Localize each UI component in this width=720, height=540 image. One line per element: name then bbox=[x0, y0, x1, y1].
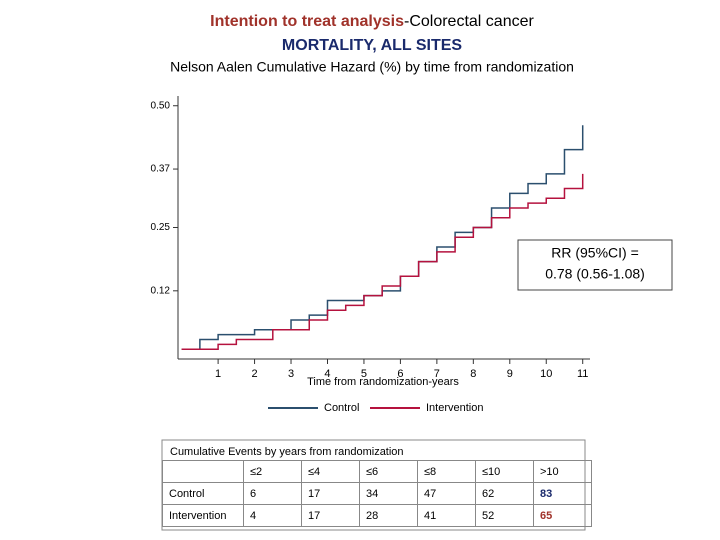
table-caption: Cumulative Events by years from randomiz… bbox=[170, 446, 404, 458]
table-row: ≤2 ≤4 ≤6 ≤8 ≤10 >10 bbox=[162, 460, 592, 483]
x-tick-label: 4 bbox=[324, 368, 330, 380]
x-tick-label: 11 bbox=[577, 368, 588, 380]
y-tick-label: 0.25 bbox=[151, 222, 171, 233]
table-cell: ≤6 bbox=[359, 460, 418, 483]
annotation: RR (95%CI) = bbox=[551, 245, 639, 261]
title-part: Intention to treat analysis bbox=[210, 13, 404, 30]
table-cell: 62 bbox=[475, 482, 534, 505]
series-line bbox=[181, 173, 584, 351]
table-cell: 83 bbox=[533, 482, 592, 505]
annotation: 0.78 (0.56-1.08) bbox=[545, 266, 645, 282]
y-tick-label: 0.12 bbox=[151, 285, 171, 296]
table-cell: 52 bbox=[475, 504, 534, 527]
table-cell: 6 bbox=[243, 482, 302, 505]
table-cell: ≤8 bbox=[417, 460, 476, 483]
x-tick-label: 5 bbox=[361, 368, 367, 380]
table-cell: 65 bbox=[533, 504, 592, 527]
annotation-box bbox=[517, 239, 673, 291]
table-cell bbox=[162, 460, 244, 483]
table-cell: >10 bbox=[533, 460, 592, 483]
x-tick-label: 9 bbox=[507, 368, 513, 380]
subtitle: Nelson Aalen Cumulative Hazard (%) by ti… bbox=[170, 59, 574, 75]
table-cell: 17 bbox=[301, 504, 360, 527]
x-tick-label: 3 bbox=[288, 368, 294, 380]
x-tick-label: 8 bbox=[470, 368, 476, 380]
events-table: ≤2 ≤4 ≤6 ≤8 ≤10 >10 Control 6 17 34 47 62 83 Interven… bbox=[162, 460, 592, 527]
table-cell: 28 bbox=[359, 504, 418, 527]
table-cell: 34 bbox=[359, 482, 418, 505]
table-row: Control 6 17 34 47 62 83 bbox=[162, 482, 592, 505]
table-cell: Intervention bbox=[162, 504, 244, 527]
series-line bbox=[181, 125, 584, 351]
table-cell: Control bbox=[162, 482, 244, 505]
x-axis-label: Time from randomization-years bbox=[307, 376, 459, 388]
table-cell: ≤10 bbox=[475, 460, 534, 483]
x-tick-label: 1 bbox=[215, 368, 221, 380]
legend-label: Intervention bbox=[426, 402, 483, 414]
x-tick-label: 6 bbox=[397, 368, 403, 380]
table-cell: 17 bbox=[301, 482, 360, 505]
x-tick-label: 2 bbox=[252, 368, 258, 380]
table-cell: ≤2 bbox=[243, 460, 302, 483]
title: Intention to treat analysis-Colorectal c… bbox=[210, 13, 534, 30]
title-part: -Colorectal cancer bbox=[404, 13, 535, 30]
table-cell: 4 bbox=[243, 504, 302, 527]
y-tick-label: 0.50 bbox=[151, 100, 171, 111]
table-cell: ≤4 bbox=[301, 460, 360, 483]
title-line: MORTALITY, ALL SITES bbox=[282, 37, 462, 54]
x-tick-label: 10 bbox=[540, 368, 552, 380]
legend-label: Control bbox=[324, 402, 359, 414]
y-tick-label: 0.37 bbox=[151, 164, 171, 175]
table-row: Intervention 4 17 28 41 52 65 bbox=[162, 504, 592, 527]
table-cell: 41 bbox=[417, 504, 476, 527]
table-cell: 47 bbox=[417, 482, 476, 505]
x-tick-label: 7 bbox=[434, 368, 440, 380]
